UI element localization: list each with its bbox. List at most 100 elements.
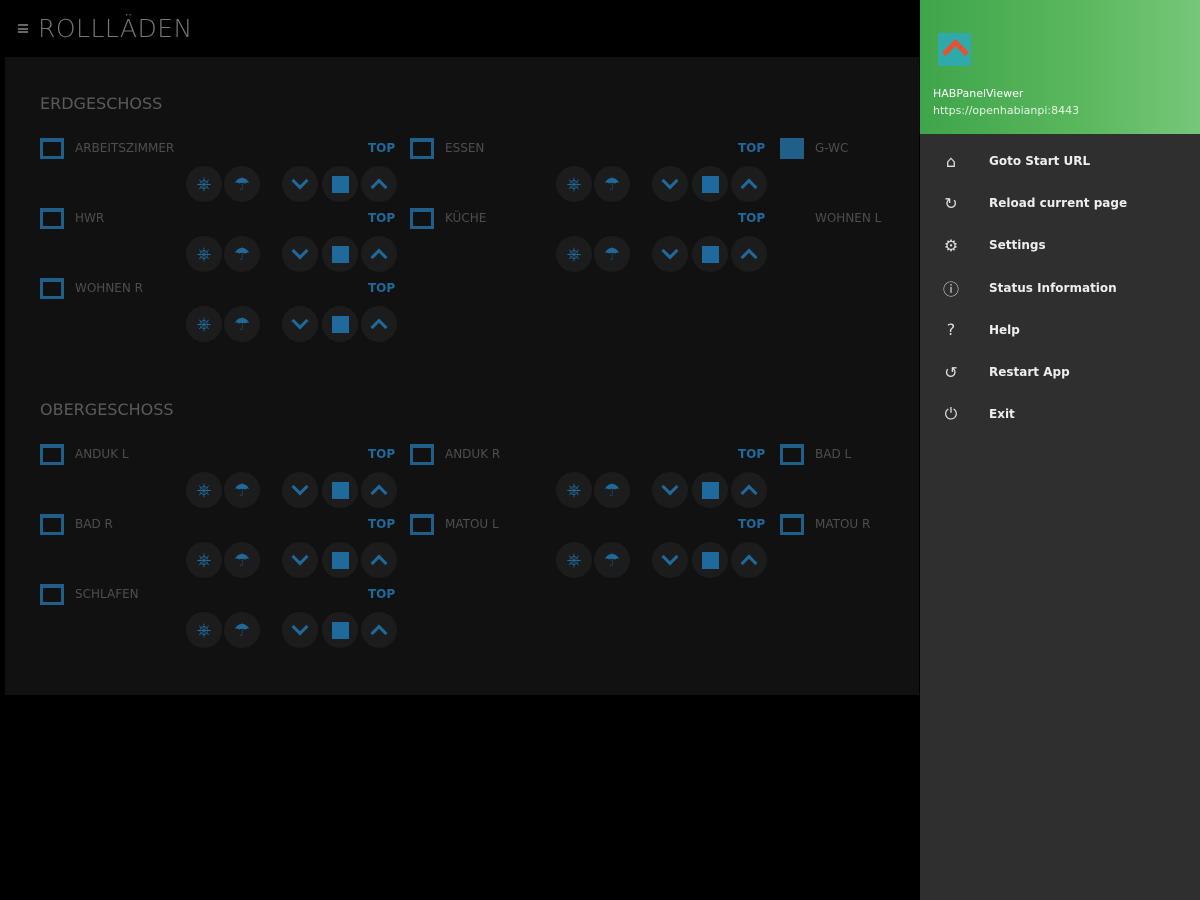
top-button[interactable]: TOP (738, 211, 766, 225)
down-button[interactable] (652, 542, 688, 578)
sun-protect-button[interactable]: ⎈ (186, 306, 222, 342)
up-button[interactable] (361, 472, 397, 508)
down-button[interactable] (652, 472, 688, 508)
room-label: WOHNEN L (815, 211, 882, 225)
top-button[interactable]: TOP (368, 211, 396, 225)
umbrella-icon: ☂ (233, 243, 251, 265)
power-icon: ⏻ (944, 404, 958, 424)
umbrella-button[interactable]: ☂ (224, 542, 260, 578)
umbrella-button[interactable]: ☂ (224, 472, 260, 508)
shutter-tile: ESSEN TOP ⎈ ☂ (410, 138, 780, 217)
drawer-item-goto-start-url[interactable]: ⌂ Goto Start URL (920, 141, 1200, 181)
sun-protect-button[interactable]: ⎈ (556, 236, 592, 272)
chevron-down-icon (291, 618, 309, 636)
window-icon (40, 278, 64, 299)
top-button[interactable]: TOP (368, 447, 396, 461)
stop-button[interactable] (322, 236, 358, 272)
up-button[interactable] (361, 306, 397, 342)
sun-protect-button[interactable]: ⎈ (186, 236, 222, 272)
chevron-down-icon (661, 548, 679, 566)
down-button[interactable] (282, 472, 318, 508)
room-label: BAD L (815, 447, 852, 461)
chevron-down-icon (291, 242, 309, 260)
down-button[interactable] (282, 236, 318, 272)
top-button[interactable]: TOP (368, 141, 396, 155)
up-button[interactable] (361, 236, 397, 272)
wheel-icon: ⎈ (196, 549, 212, 571)
top-button[interactable]: TOP (738, 517, 766, 531)
umbrella-icon: ☂ (603, 173, 621, 195)
sun-protect-button[interactable]: ⎈ (186, 166, 222, 202)
down-button[interactable] (282, 306, 318, 342)
umbrella-button[interactable]: ☂ (594, 472, 630, 508)
shutter-tile: SCHLAFEN TOP ⎈ ☂ (40, 584, 410, 663)
umbrella-button[interactable]: ☂ (594, 542, 630, 578)
stop-button[interactable] (322, 306, 358, 342)
wheel-icon: ⎈ (566, 243, 582, 265)
drawer-item-exit[interactable]: ⏻ Exit (920, 394, 1200, 434)
up-button[interactable] (361, 166, 397, 202)
reload-icon: ↻ (944, 193, 958, 213)
shutter-tile: MATOU R (780, 514, 1150, 593)
info-icon: ⓘ (942, 279, 959, 299)
up-button[interactable] (361, 612, 397, 648)
umbrella-button[interactable]: ☂ (594, 236, 630, 272)
stop-button[interactable] (692, 542, 728, 578)
shutter-tile: ANDUK L TOP ⎈ ☂ (40, 444, 410, 523)
top-button[interactable]: TOP (368, 587, 396, 601)
room-label: ESSEN (445, 141, 485, 155)
drawer-item-restart-app[interactable]: ↺ Restart App (920, 352, 1200, 392)
drawer-item-reload-current-page[interactable]: ↻ Reload current page (920, 183, 1200, 223)
up-button[interactable] (731, 542, 767, 578)
top-button[interactable]: TOP (368, 281, 396, 295)
stop-button[interactable] (692, 472, 728, 508)
shutter-tile: ARBEITSZIMMER TOP ⎈ ☂ (40, 138, 410, 217)
stop-button[interactable] (322, 472, 358, 508)
hamburger-icon[interactable] (18, 24, 28, 33)
sun-protect-button[interactable]: ⎈ (186, 542, 222, 578)
down-button[interactable] (282, 542, 318, 578)
stop-button[interactable] (322, 166, 358, 202)
drawer-header: HABPanelViewer https://openhabianpi:8443 (920, 0, 1200, 134)
umbrella-button[interactable]: ☂ (224, 236, 260, 272)
umbrella-button[interactable]: ☂ (224, 612, 260, 648)
down-button[interactable] (282, 612, 318, 648)
up-button[interactable] (731, 166, 767, 202)
shutter-tile: WOHNEN L (780, 211, 1150, 287)
chevron-up-icon (740, 248, 758, 266)
umbrella-icon: ☂ (233, 479, 251, 501)
down-button[interactable] (652, 236, 688, 272)
sun-protect-button[interactable]: ⎈ (186, 612, 222, 648)
wheel-icon: ⎈ (196, 479, 212, 501)
stop-button[interactable] (322, 612, 358, 648)
chevron-up-icon (370, 248, 388, 266)
umbrella-button[interactable]: ☂ (594, 166, 630, 202)
chevron-up-icon (740, 554, 758, 572)
room-label: G-WC (815, 141, 849, 155)
top-button[interactable]: TOP (738, 447, 766, 461)
sun-protect-button[interactable]: ⎈ (556, 166, 592, 202)
stop-button[interactable] (322, 542, 358, 578)
down-button[interactable] (282, 166, 318, 202)
sun-protect-button[interactable]: ⎈ (556, 542, 592, 578)
drawer-item-settings[interactable]: ⚙ Settings (920, 225, 1200, 265)
down-button[interactable] (652, 166, 688, 202)
sun-protect-button[interactable]: ⎈ (556, 472, 592, 508)
top-button[interactable]: TOP (368, 517, 396, 531)
stop-button[interactable] (692, 236, 728, 272)
umbrella-button[interactable]: ☂ (224, 166, 260, 202)
stop-button[interactable] (692, 166, 728, 202)
room-label: BAD R (75, 517, 113, 531)
up-button[interactable] (731, 472, 767, 508)
top-button[interactable]: TOP (738, 141, 766, 155)
home-icon: ⌂ (945, 151, 957, 171)
drawer-item-label: Restart App (989, 365, 1070, 379)
drawer-item-status-information[interactable]: ⓘ Status Information (920, 268, 1200, 308)
up-button[interactable] (361, 542, 397, 578)
up-button[interactable] (731, 236, 767, 272)
drawer-item-help[interactable]: ? Help (920, 310, 1200, 350)
chevron-down-icon (291, 312, 309, 330)
umbrella-button[interactable]: ☂ (224, 306, 260, 342)
sun-protect-button[interactable]: ⎈ (186, 472, 222, 508)
room-label: ARBEITSZIMMER (75, 141, 175, 155)
